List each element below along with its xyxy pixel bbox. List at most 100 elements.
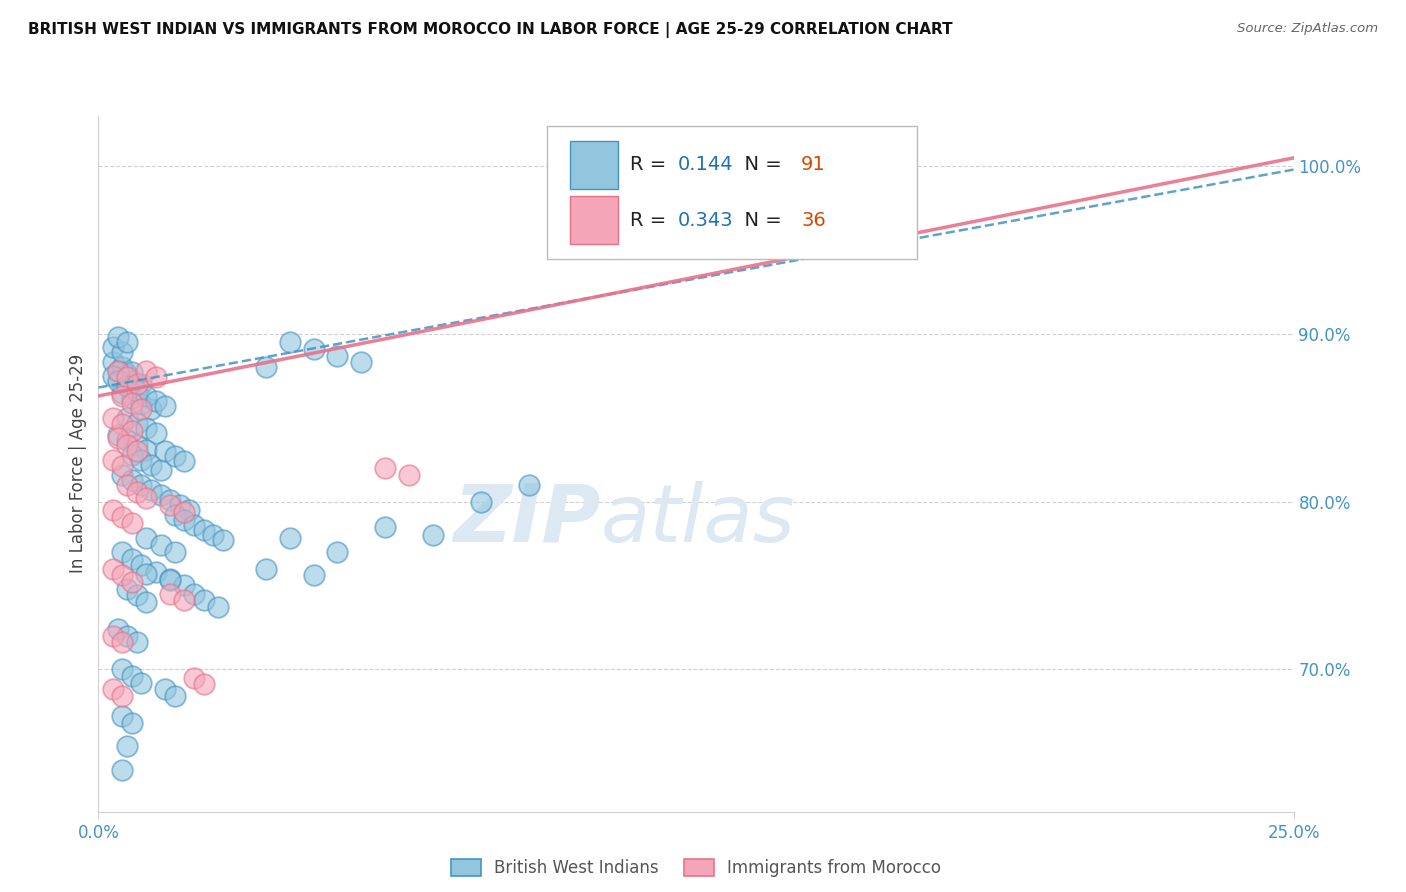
Point bbox=[115, 477, 138, 491]
Point bbox=[131, 452, 153, 467]
Point bbox=[125, 484, 148, 499]
Point bbox=[278, 335, 301, 350]
Point bbox=[111, 635, 134, 649]
Text: 0.343: 0.343 bbox=[678, 211, 734, 229]
Point bbox=[155, 444, 177, 458]
Point bbox=[107, 364, 129, 378]
Point bbox=[111, 689, 134, 703]
Point bbox=[115, 367, 138, 381]
Point bbox=[125, 416, 148, 430]
Point bbox=[111, 389, 134, 403]
Point bbox=[107, 622, 129, 636]
Point bbox=[107, 374, 129, 388]
Point bbox=[159, 574, 181, 588]
Point bbox=[422, 528, 444, 542]
Point bbox=[163, 689, 186, 703]
Point bbox=[326, 349, 349, 363]
Point bbox=[125, 384, 148, 398]
Point bbox=[125, 437, 148, 451]
Point bbox=[145, 370, 167, 384]
Point bbox=[111, 459, 134, 474]
Point bbox=[115, 433, 138, 447]
Point bbox=[121, 366, 143, 380]
Point bbox=[121, 516, 143, 531]
Point bbox=[163, 450, 186, 464]
Point bbox=[374, 519, 396, 533]
Text: R =: R = bbox=[630, 211, 672, 229]
Y-axis label: In Labor Force | Age 25-29: In Labor Force | Age 25-29 bbox=[69, 354, 87, 574]
Point bbox=[135, 364, 157, 378]
Point bbox=[115, 582, 138, 596]
Point bbox=[470, 494, 492, 508]
Point bbox=[159, 498, 181, 512]
Point bbox=[115, 410, 138, 425]
Point bbox=[350, 355, 373, 369]
Point bbox=[145, 425, 167, 440]
Point bbox=[111, 345, 134, 359]
Point bbox=[121, 715, 143, 730]
Point bbox=[115, 629, 138, 643]
Point bbox=[398, 467, 420, 482]
Point bbox=[149, 538, 172, 552]
Point bbox=[135, 491, 157, 506]
FancyBboxPatch shape bbox=[571, 141, 619, 189]
Text: 36: 36 bbox=[801, 211, 825, 229]
Text: Source: ZipAtlas.com: Source: ZipAtlas.com bbox=[1237, 22, 1378, 36]
Point bbox=[115, 379, 138, 393]
Point bbox=[135, 532, 157, 546]
Point bbox=[163, 545, 186, 559]
Point bbox=[517, 477, 540, 491]
Point bbox=[159, 492, 181, 507]
Point bbox=[115, 370, 138, 384]
Point bbox=[107, 427, 129, 442]
Point bbox=[121, 551, 143, 566]
Point bbox=[131, 377, 153, 392]
Text: atlas: atlas bbox=[600, 481, 796, 558]
Point bbox=[111, 417, 134, 432]
Point bbox=[183, 587, 205, 601]
Point bbox=[121, 575, 143, 590]
Point bbox=[101, 368, 124, 383]
Point bbox=[111, 662, 134, 676]
Point bbox=[163, 508, 186, 522]
Point bbox=[173, 454, 195, 468]
Point bbox=[125, 589, 148, 603]
Point bbox=[193, 677, 215, 691]
Point bbox=[135, 421, 157, 435]
Point bbox=[145, 565, 167, 579]
Point bbox=[121, 448, 143, 462]
Point bbox=[125, 377, 148, 392]
Point bbox=[159, 572, 181, 586]
Point bbox=[179, 503, 201, 517]
Point bbox=[131, 397, 153, 411]
Point bbox=[101, 410, 124, 425]
Text: 0.144: 0.144 bbox=[678, 155, 734, 175]
Point bbox=[115, 335, 138, 350]
Point bbox=[173, 513, 195, 527]
Point bbox=[254, 561, 277, 575]
Point bbox=[155, 682, 177, 697]
Point bbox=[169, 498, 191, 512]
FancyBboxPatch shape bbox=[547, 127, 917, 259]
Point bbox=[107, 330, 129, 344]
Point bbox=[101, 561, 124, 575]
Point bbox=[131, 558, 153, 573]
Point bbox=[202, 528, 225, 542]
Point bbox=[131, 477, 153, 491]
Point bbox=[131, 402, 153, 417]
Point bbox=[101, 340, 124, 354]
Point bbox=[302, 342, 325, 356]
Text: BRITISH WEST INDIAN VS IMMIGRANTS FROM MOROCCO IN LABOR FORCE | AGE 25-29 CORREL: BRITISH WEST INDIAN VS IMMIGRANTS FROM M… bbox=[28, 22, 953, 38]
Point bbox=[211, 533, 233, 548]
Point bbox=[183, 671, 205, 685]
Point bbox=[111, 509, 134, 524]
Point bbox=[107, 431, 129, 445]
Point bbox=[111, 545, 134, 559]
Point bbox=[111, 360, 134, 375]
Point bbox=[125, 444, 148, 458]
Point bbox=[121, 424, 143, 438]
Point bbox=[115, 437, 138, 451]
Text: ZIP: ZIP bbox=[453, 481, 600, 558]
Point bbox=[111, 763, 134, 777]
Text: 91: 91 bbox=[801, 155, 825, 175]
